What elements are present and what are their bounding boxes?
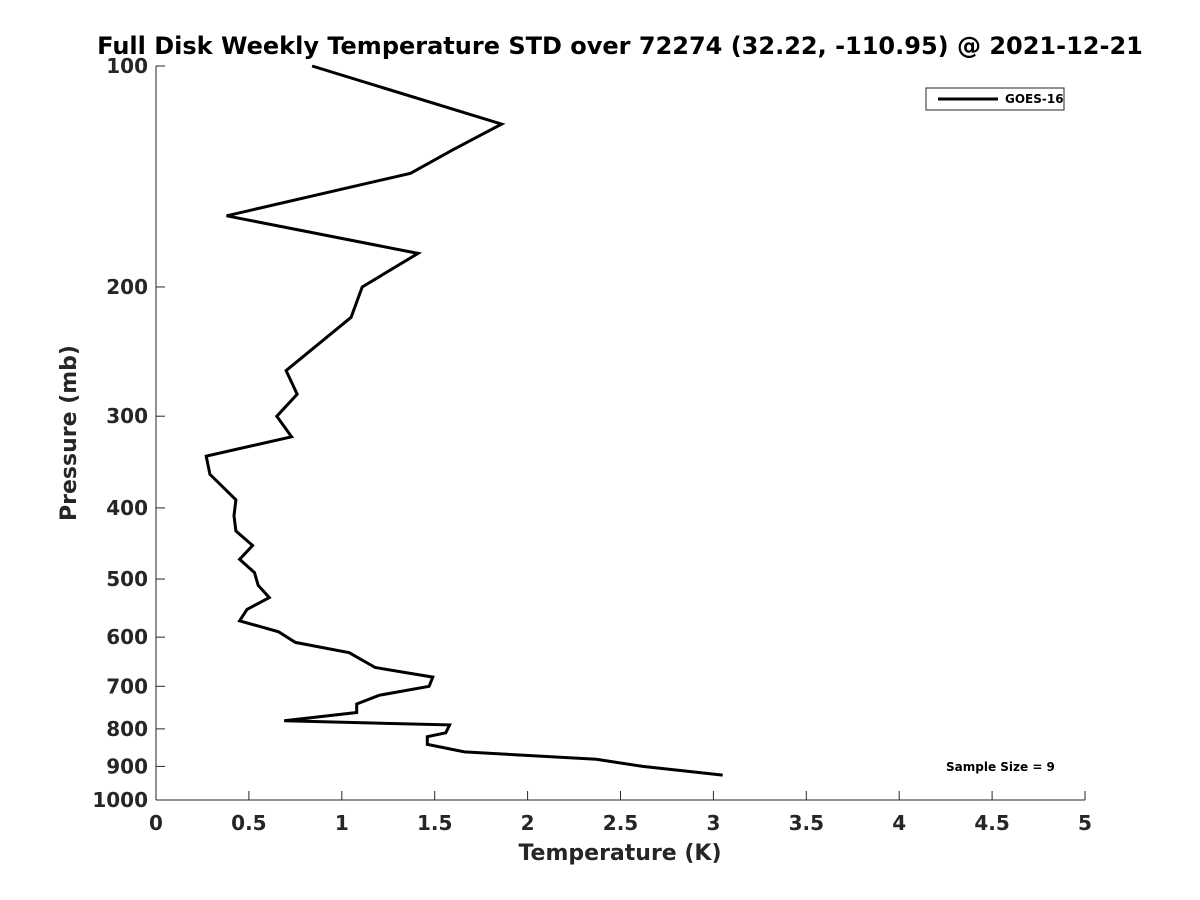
x-axis-ticks: 0 0.5 1 1.5 2 2.5 3 3.5 4 4.5 5 — [149, 791, 1092, 835]
y-tick-label: 600 — [106, 625, 148, 649]
y-tick-label: 700 — [106, 674, 148, 698]
chart-title: Full Disk Weekly Temperature STD over 72… — [97, 32, 1143, 60]
x-tick-label: 2 — [521, 811, 535, 835]
sample-size-annotation: Sample Size = 9 — [946, 760, 1055, 774]
plot-axes — [155, 66, 1085, 801]
x-tick-label: 1.5 — [417, 811, 452, 835]
x-tick-label: 0 — [149, 811, 163, 835]
y-tick-label: 900 — [106, 754, 148, 778]
series-group — [204, 64, 723, 777]
y-tick-label: 800 — [106, 717, 148, 741]
x-axis-label: Temperature (K) — [518, 841, 721, 866]
y-tick-label: 400 — [106, 496, 148, 520]
y-tick-label: 1000 — [92, 788, 148, 812]
legend: GOES-16 — [925, 87, 1065, 111]
x-tick-label: 3 — [706, 811, 720, 835]
x-tick-label: 3.5 — [789, 811, 824, 835]
x-tick-label: 5 — [1078, 811, 1092, 835]
y-axis-ticks: 100 200 300 400 500 600 700 800 900 1000 — [92, 54, 165, 812]
y-axis-label: Pressure (mb) — [57, 345, 82, 521]
x-tick-label: 2.5 — [603, 811, 638, 835]
legend-label-goes-16: GOES-16 — [1005, 92, 1064, 106]
x-tick-label: 0.5 — [231, 811, 266, 835]
x-tick-label: 4.5 — [974, 811, 1009, 835]
x-tick-label: 1 — [335, 811, 349, 835]
x-tick-label: 4 — [892, 811, 906, 835]
y-tick-label: 300 — [106, 404, 148, 428]
y-tick-label: 500 — [106, 567, 148, 591]
series-line-goes-16 — [204, 64, 723, 777]
y-tick-label: 100 — [106, 54, 148, 78]
y-tick-label: 200 — [106, 275, 148, 299]
